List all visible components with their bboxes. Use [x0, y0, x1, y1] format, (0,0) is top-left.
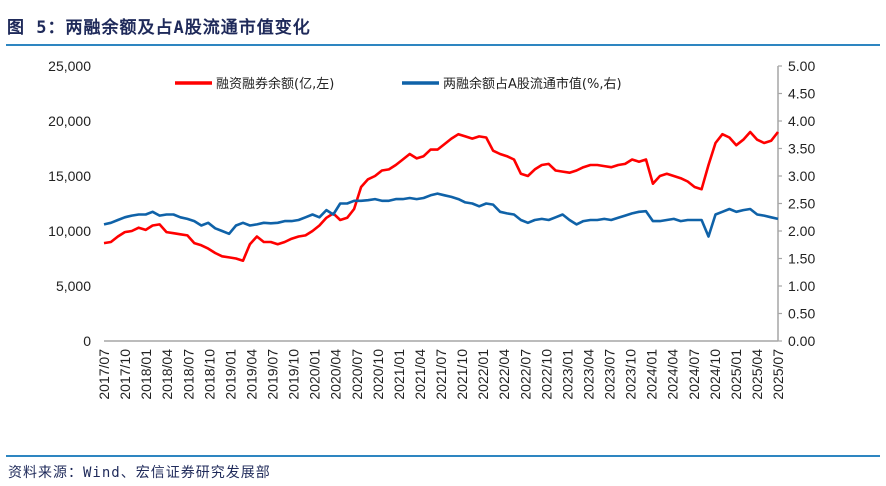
right-axis-tick-label: 1.50 — [788, 251, 815, 267]
x-axis-tick-label: 2022/01 — [475, 349, 491, 400]
x-axis-tick-label: 2018/07 — [180, 349, 196, 400]
x-axis-tick-label: 2019/04 — [243, 349, 259, 400]
x-axis-tick-label: 2023/07 — [602, 349, 618, 400]
right-axis-tick-label: 3.50 — [788, 141, 815, 157]
x-axis-tick-label: 2019/07 — [265, 349, 281, 400]
figure-title: 图 5：两融余额及占A股流通市值变化 — [7, 18, 311, 38]
right-axis-tick-label: 4.00 — [788, 113, 815, 129]
x-axis-tick-label: 2021/01 — [391, 349, 407, 400]
right-axis-tick-label: 0.50 — [788, 306, 815, 322]
right-axis-tick-label: 5.00 — [788, 58, 815, 74]
x-axis-tick-label: 2018/10 — [201, 349, 217, 400]
x-axis-tick-label: 2019/01 — [222, 349, 238, 400]
x-axis-tick-label: 2018/01 — [138, 349, 154, 400]
left-axis-tick-label: 10,000 — [48, 223, 91, 239]
right-axis-tick-label: 0.00 — [788, 333, 815, 349]
title-divider — [6, 44, 880, 46]
x-axis-tick-label: 2022/04 — [496, 349, 512, 400]
legend-label-margin: 融资融券余额(亿,左) — [216, 76, 334, 92]
x-axis-tick-label: 2018/04 — [159, 349, 175, 400]
x-axis: 2017/07 2017/10 2018/01 2018/04 2018/07 2018/… — [96, 340, 786, 400]
x-axis-tick-label: 2020/07 — [349, 349, 365, 400]
footer-divider — [6, 455, 880, 457]
x-axis-tick-label: 2024/04 — [665, 349, 681, 400]
x-axis-tick-label: 2021/07 — [433, 349, 449, 400]
left-axis-tick-label: 0 — [83, 333, 91, 349]
margin-ratio-line — [103, 192, 779, 238]
x-axis-tick-label: 2024/10 — [707, 349, 723, 400]
left-axis-tick-label: 20,000 — [48, 113, 91, 129]
right-axis-tick-label: 4.50 — [788, 86, 815, 102]
series-lines — [103, 130, 780, 263]
x-axis-tick-label: 2020/04 — [328, 349, 344, 400]
x-axis-tick-label: 2023/04 — [580, 349, 596, 400]
left-axis-tick-label: 15,000 — [48, 168, 91, 184]
x-axis-tick-label: 2023/01 — [559, 349, 575, 400]
right-axis-tick-label: 2.00 — [788, 223, 815, 239]
left-axis-tick-label: 5,000 — [56, 278, 91, 294]
x-axis-tick-label: 2024/01 — [644, 349, 660, 400]
x-axis-tick-label: 2021/10 — [454, 349, 470, 400]
x-axis-tick-label: 2020/01 — [307, 349, 323, 400]
x-axis-tick-label: 2017/07 — [96, 349, 112, 400]
x-axis-tick-label: 2025/07 — [770, 349, 786, 400]
x-axis-tick-label: 2025/04 — [749, 349, 765, 400]
x-axis-tick-label: 2025/01 — [728, 349, 744, 400]
x-axis-tick-label: 2021/04 — [412, 349, 428, 400]
left-y-axis: 25,000 20,000 15,000 10,000 5,000 0 — [48, 58, 91, 349]
right-y-axis: 5.00 4.50 4.00 3.50 3.00 2.50 2.00 1.50 1.00 0.50… — [777, 58, 815, 349]
margin-balance-line — [103, 130, 780, 263]
x-axis-tick-label: 2019/10 — [286, 349, 302, 400]
x-axis-tick-label: 2023/10 — [623, 349, 639, 400]
x-axis-tick-label: 2017/10 — [117, 349, 133, 400]
legend-label-ratio: 两融余额占A股流通市值(%,右) — [443, 76, 622, 92]
x-axis-tick-label: 2020/10 — [370, 349, 386, 400]
left-axis-tick-label: 25,000 — [48, 58, 91, 74]
right-axis-tick-label: 1.00 — [788, 278, 815, 294]
x-axis-tick-label: 2022/10 — [538, 349, 554, 400]
chart-legend: 融资融券余额(亿,左) 两融余额占A股流通市值(%,右) — [175, 76, 622, 92]
x-axis-tick-label: 2022/07 — [517, 349, 533, 400]
right-axis-tick-label: 2.50 — [788, 196, 815, 212]
right-axis-tick-label: 3.00 — [788, 168, 815, 184]
source-note: 资料来源：Wind、宏信证券研究发展部 — [8, 465, 271, 481]
x-axis-tick-label: 2024/07 — [686, 349, 702, 400]
